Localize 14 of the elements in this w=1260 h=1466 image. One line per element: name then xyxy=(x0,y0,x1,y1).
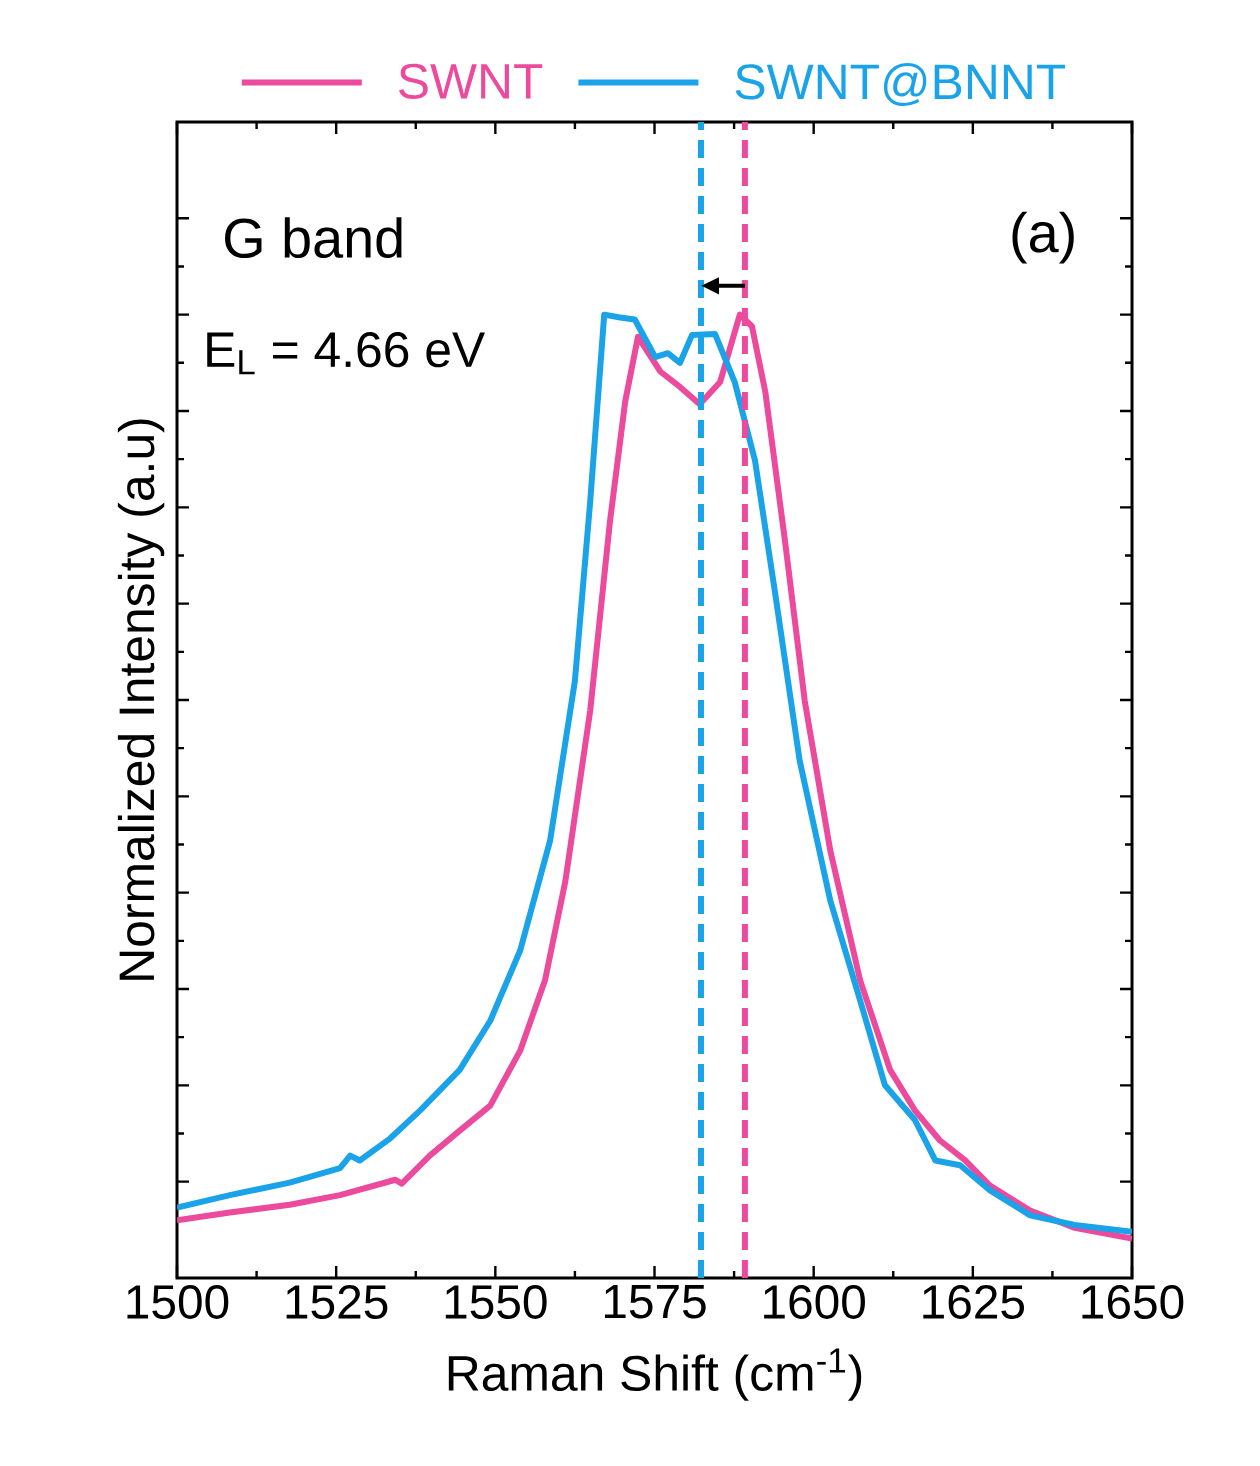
x-tick-label: 1550 xyxy=(445,1285,547,1319)
y-axis-title: Normalized Intensity (a.u) xyxy=(117,419,165,980)
x-tick-label: 1575 xyxy=(604,1285,706,1319)
x-tick-label: 1600 xyxy=(764,1285,865,1319)
annotation: E$_{L}$ = 4.66 eV xyxy=(207,332,485,375)
x-tick-label: 1650 xyxy=(1082,1285,1184,1319)
x-axis-title: Raman Shift (cm$^{-1}$) xyxy=(448,1348,862,1401)
x-tick-label: 1500 xyxy=(127,1285,229,1319)
text: (a) xyxy=(1012,211,1074,264)
legend-label: SWNT xyxy=(399,63,543,99)
x-tick-label: 1625 xyxy=(923,1285,1025,1319)
text: G band xyxy=(225,217,402,259)
legend-label: SWNT@BNNT xyxy=(735,62,1066,106)
x-tick-label: 1525 xyxy=(286,1285,388,1319)
